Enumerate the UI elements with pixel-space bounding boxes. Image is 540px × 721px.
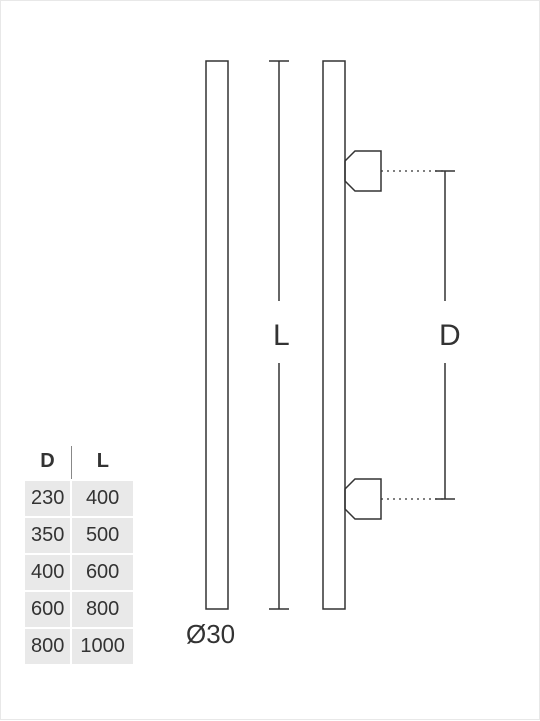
cell-L: 1000 bbox=[71, 628, 134, 665]
mount-bottom bbox=[345, 479, 381, 519]
table-row: 230 400 bbox=[24, 480, 134, 517]
table-row: 400 600 bbox=[24, 554, 134, 591]
front-bar bbox=[206, 61, 228, 609]
cell-D: 400 bbox=[24, 554, 71, 591]
cell-L: 600 bbox=[71, 554, 134, 591]
table-row: 350 500 bbox=[24, 517, 134, 554]
cell-D: 230 bbox=[24, 480, 71, 517]
col-header-D: D bbox=[24, 446, 71, 480]
cell-L: 400 bbox=[71, 480, 134, 517]
cell-D: 350 bbox=[24, 517, 71, 554]
dimensions-table: D L 230 400 350 500 400 600 600 800 800 bbox=[23, 446, 135, 666]
label-D: D bbox=[439, 319, 461, 353]
cell-L: 800 bbox=[71, 591, 134, 628]
cell-D: 800 bbox=[24, 628, 71, 665]
side-bar bbox=[323, 61, 345, 609]
table-row: 600 800 bbox=[24, 591, 134, 628]
cell-L: 500 bbox=[71, 517, 134, 554]
diameter-label: Ø30 bbox=[186, 619, 235, 650]
mount-top bbox=[345, 151, 381, 191]
technical-diagram: L D Ø30 D L 230 400 350 500 400 600 600 bbox=[1, 1, 540, 721]
col-header-L: L bbox=[71, 446, 134, 480]
table-row: 800 1000 bbox=[24, 628, 134, 665]
label-L: L bbox=[273, 319, 290, 353]
cell-D: 600 bbox=[24, 591, 71, 628]
